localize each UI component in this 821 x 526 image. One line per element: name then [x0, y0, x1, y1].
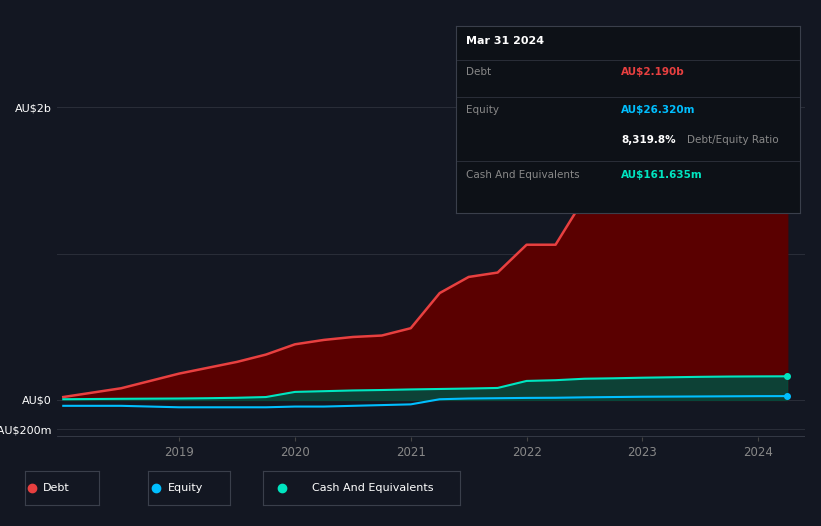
Text: Debt: Debt	[44, 483, 70, 493]
Text: Mar 31 2024: Mar 31 2024	[466, 36, 544, 46]
Text: Cash And Equivalents: Cash And Equivalents	[312, 483, 433, 493]
Text: Equity: Equity	[168, 483, 204, 493]
Text: AU$161.635m: AU$161.635m	[621, 170, 703, 180]
Text: AU$2.190b: AU$2.190b	[621, 67, 685, 77]
Text: Equity: Equity	[466, 105, 499, 115]
Text: Debt/Equity Ratio: Debt/Equity Ratio	[686, 135, 778, 145]
Text: 8,319.8%: 8,319.8%	[621, 135, 676, 145]
Text: Cash And Equivalents: Cash And Equivalents	[466, 170, 580, 180]
Text: Debt: Debt	[466, 67, 491, 77]
Text: AU$26.320m: AU$26.320m	[621, 105, 695, 115]
